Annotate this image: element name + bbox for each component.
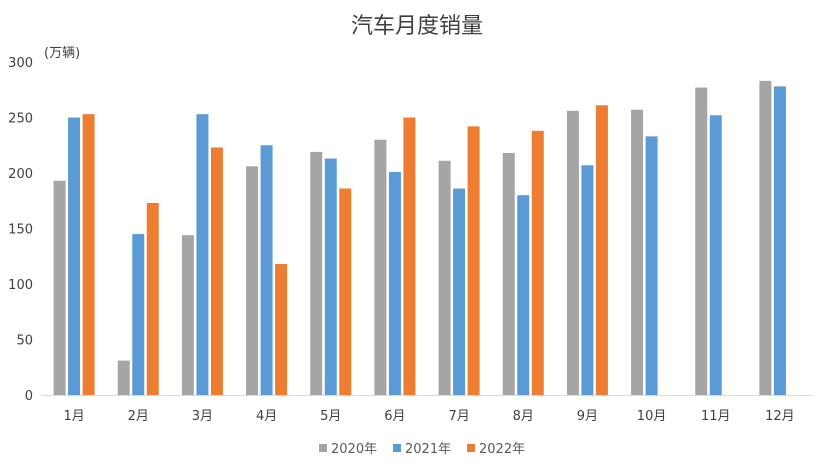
bar: [631, 109, 644, 395]
legend-label: 2021年: [405, 442, 451, 457]
bar: [260, 145, 273, 395]
x-axis-ticks: 1月 2月 3月 4月 5月 6月 7月 8月 9月 10月 11月 12月: [63, 409, 794, 424]
x-tick-label: 2月: [128, 409, 149, 424]
y-tick-label: 0: [25, 389, 33, 404]
bar: [196, 114, 209, 396]
bar: [146, 202, 159, 395]
bar: [695, 87, 708, 395]
x-tick-label: 7月: [448, 409, 469, 424]
y-axis-label: (万辆): [44, 46, 80, 61]
bar: [246, 166, 259, 395]
bar: [517, 195, 530, 395]
x-tick-label: 6月: [384, 409, 405, 424]
bar: [709, 115, 722, 395]
bar: [339, 188, 352, 395]
y-tick-label: 200: [8, 167, 33, 182]
bar: [566, 110, 579, 395]
bar: [531, 130, 544, 395]
bar: [773, 86, 786, 396]
bar: [502, 153, 515, 395]
y-tick-label: 100: [8, 278, 33, 293]
bar: [132, 234, 145, 395]
bar: [453, 188, 466, 395]
legend-swatch: [319, 444, 327, 452]
bar: [581, 165, 594, 395]
y-tick-label: 300: [8, 56, 33, 71]
bar: [595, 105, 608, 395]
x-tick-label: 4月: [256, 409, 277, 424]
x-tick-label: 12月: [765, 409, 795, 424]
y-tick-label: 150: [8, 223, 33, 238]
bars: [53, 80, 786, 396]
bar: [53, 180, 66, 395]
bar: [275, 264, 288, 395]
bar: [403, 117, 416, 395]
legend-swatch: [467, 444, 475, 452]
bar: [759, 80, 772, 396]
chart-title: 汽车月度销量: [350, 14, 483, 39]
x-tick-label: 10月: [637, 409, 667, 424]
bar: [82, 114, 95, 396]
bar: [324, 158, 337, 395]
y-tick-label: 250: [8, 112, 33, 127]
y-axis-ticks: 0 50 100 150 200 250 300: [8, 56, 33, 404]
x-tick-label: 1月: [63, 409, 84, 424]
bar: [388, 171, 401, 395]
bar: [645, 136, 658, 395]
bar: [117, 360, 130, 395]
legend-swatch: [393, 444, 401, 452]
bar: [181, 235, 194, 395]
bar: [210, 147, 223, 395]
x-tick-label: 11月: [701, 409, 731, 424]
legend-label: 2022年: [479, 442, 525, 457]
y-tick-label: 50: [16, 334, 33, 349]
bar: [310, 151, 323, 395]
bar: [68, 117, 81, 395]
legend: 2020年 2021年 2022年: [319, 442, 525, 457]
x-tick-label: 5月: [320, 409, 341, 424]
bar: [438, 160, 451, 395]
x-tick-label: 8月: [513, 409, 534, 424]
legend-label: 2020年: [331, 442, 377, 457]
x-tick-label: 9月: [577, 409, 598, 424]
x-tick-label: 3月: [192, 409, 213, 424]
bar: [374, 139, 387, 395]
bar: [467, 126, 480, 395]
